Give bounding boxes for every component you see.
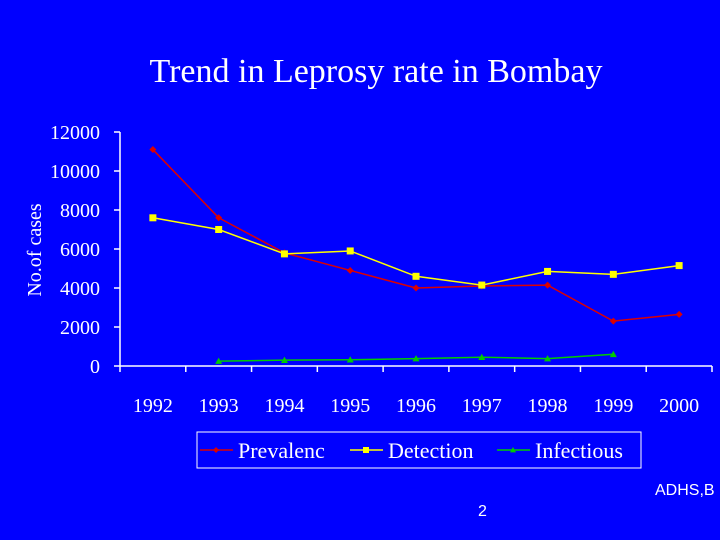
legend-entry: Detection (350, 438, 474, 463)
data-point (346, 356, 354, 363)
data-point (215, 357, 223, 364)
data-point (346, 266, 354, 274)
x-tick-label: 1993 (199, 395, 239, 417)
series-layer (149, 146, 683, 364)
data-point (478, 281, 486, 289)
data-point (280, 250, 288, 258)
data-point (609, 350, 617, 358)
legend-label: Detection (388, 438, 474, 463)
y-tick-label: 6000 (60, 239, 100, 261)
data-point (544, 355, 552, 362)
chart-title: Trend in Leprosy rate in Bombay (150, 53, 603, 90)
data-point (149, 214, 157, 222)
data-point (215, 214, 223, 222)
data-point (609, 270, 617, 278)
x-tick-label: 1999 (593, 395, 633, 417)
x-tick-label: 1994 (264, 395, 304, 417)
y-axis-label: No.of cases (24, 203, 46, 297)
data-point (544, 267, 552, 275)
data-point (149, 146, 157, 154)
x-tick-label: 1996 (396, 395, 436, 417)
x-tick-label: 2000 (659, 395, 699, 417)
y-tick-label: 10000 (50, 161, 100, 183)
axes: 0 2000 4000 6000 8000 10000 12000 1992 1993 1994 1… (50, 122, 713, 417)
legend-swatch-marker (363, 447, 369, 453)
x-tick-label: 1995 (330, 395, 370, 417)
data-point (609, 317, 617, 325)
data-point (346, 247, 354, 255)
y-tick-label: 0 (90, 356, 100, 378)
legend-box (196, 431, 642, 469)
legend-entry: Infectious (497, 438, 623, 463)
data-point (478, 353, 486, 361)
data-point (280, 356, 288, 363)
x-tick-label: 1992 (133, 395, 173, 417)
data-point (412, 272, 420, 280)
y-tick-label: 12000 (50, 122, 100, 144)
series-line (152, 149, 680, 322)
legend-swatch-marker (213, 447, 219, 453)
data-point (544, 281, 552, 289)
data-point (412, 284, 420, 292)
legend-label: Prevalenc (238, 438, 325, 463)
source-note: ADHS,B (655, 482, 715, 499)
legend-entry: Prevalenc (200, 438, 325, 463)
y-tick-label: 4000 (60, 278, 100, 300)
y-tick-label: 2000 (60, 317, 100, 339)
data-point (412, 355, 420, 362)
x-tick-label: 1997 (462, 395, 502, 417)
data-point (215, 226, 223, 233)
x-tick-label: 1998 (528, 395, 568, 417)
legend-swatch-marker (510, 447, 516, 453)
page-number: 2 (478, 503, 487, 520)
legend: Prevalenc Detection Infectious (196, 431, 642, 469)
series-detection (149, 214, 683, 289)
y-tick-label: 8000 (60, 200, 100, 222)
data-point (675, 310, 683, 318)
series-prevalenc (149, 146, 683, 325)
legend-label: Infectious (535, 438, 623, 463)
data-point (675, 262, 683, 270)
series-infectious (215, 350, 617, 364)
